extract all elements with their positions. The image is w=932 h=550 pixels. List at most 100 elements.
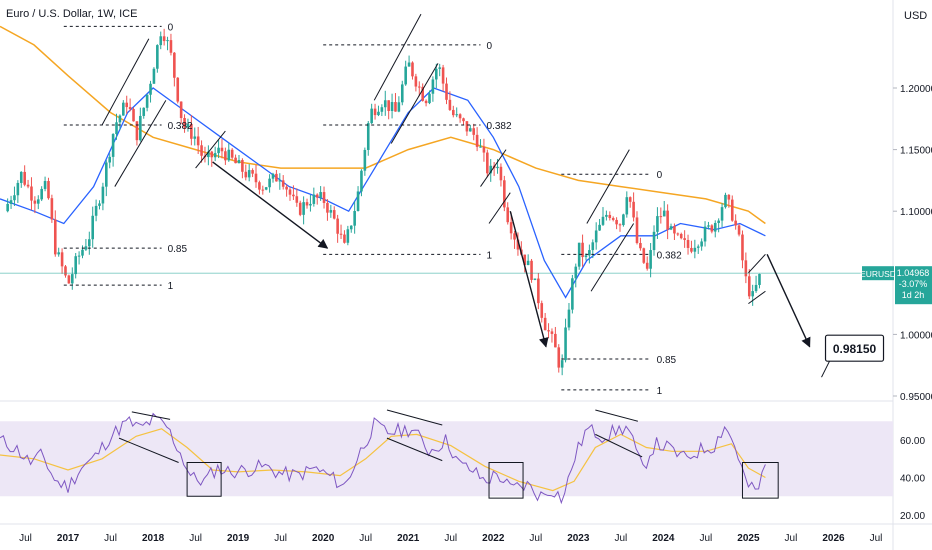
- candle-body: [349, 225, 353, 230]
- candle-body: [152, 68, 156, 84]
- candle-body: [115, 122, 118, 135]
- candle-body: [608, 214, 612, 219]
- candle-body: [724, 194, 727, 208]
- time-tick-label: Jul: [870, 533, 883, 544]
- candle-body: [506, 207, 510, 223]
- candle-body: [70, 274, 74, 284]
- ma200-line: [0, 25, 766, 225]
- candle-body: [642, 248, 646, 263]
- candle-body: [397, 102, 401, 112]
- rsi-annotation-box: [488, 462, 524, 499]
- chart-title: Euro / U.S. Dollar, 1W, ICE: [6, 8, 138, 20]
- trend-channel-line: [101, 38, 150, 126]
- time-tick-label: Jul: [189, 533, 202, 544]
- candle-body: [710, 225, 714, 232]
- candle-body: [577, 242, 581, 267]
- candle-body: [499, 166, 503, 181]
- candle-body: [315, 194, 319, 198]
- candle-body: [730, 199, 734, 221]
- candle-body: [591, 242, 595, 251]
- candle-body: [434, 68, 438, 80]
- candle-body: [662, 210, 666, 217]
- candle-body: [537, 278, 540, 304]
- candle-body: [496, 166, 499, 169]
- candle-body: [679, 233, 683, 239]
- candle-body: [635, 217, 639, 244]
- candle-body: [319, 192, 322, 198]
- candle-body: [288, 189, 292, 195]
- time-tick-label: 2019: [227, 533, 250, 544]
- candle-body: [156, 45, 159, 69]
- candle-body: [74, 256, 77, 275]
- candle-body: [125, 102, 129, 108]
- trend-channel-line: [373, 13, 422, 101]
- time-tick-label: Jul: [614, 533, 627, 544]
- ma50-line: [0, 87, 766, 299]
- candle-body: [261, 189, 265, 191]
- time-tick-label: 2023: [567, 533, 590, 544]
- price-tick-label: 1.10000: [900, 207, 932, 218]
- rsi-ma-line: [0, 428, 766, 492]
- candle-body: [285, 186, 288, 190]
- candle-body: [598, 224, 601, 231]
- candle-body: [162, 36, 166, 42]
- candle-body: [526, 260, 530, 266]
- candle-body: [669, 226, 673, 230]
- candle-body: [581, 242, 584, 258]
- candle-body: [33, 200, 37, 204]
- candle-body: [135, 121, 139, 141]
- candle-body: [13, 195, 16, 201]
- candle-body: [336, 218, 339, 234]
- candle-body: [673, 226, 676, 234]
- candle-body: [380, 107, 384, 112]
- candle-body: [186, 123, 190, 128]
- trend-channel-line: [488, 192, 511, 224]
- candle-body: [53, 219, 57, 255]
- candle-body: [258, 182, 261, 190]
- candle-body: [88, 239, 91, 247]
- candle-body: [173, 52, 176, 78]
- candle-body: [179, 101, 183, 119]
- candle-body: [169, 40, 173, 53]
- candle-body: [400, 84, 404, 103]
- candle-body: [758, 273, 761, 285]
- target-callout-box: [824, 334, 885, 362]
- candle-body: [278, 180, 282, 182]
- candle-body: [741, 234, 744, 261]
- candle-body: [363, 149, 367, 171]
- time-tick-label: 2025: [737, 533, 760, 544]
- candle-body: [217, 147, 220, 154]
- candle-body: [230, 149, 234, 158]
- candle-body: [683, 238, 686, 240]
- rsi-divergence-line: [595, 433, 643, 458]
- candle-body: [530, 260, 533, 280]
- price-tick-label: 0.95000: [900, 392, 932, 403]
- candle-body: [465, 121, 469, 132]
- candle-body: [224, 151, 227, 161]
- candle-body: [513, 233, 516, 240]
- rsi-divergence-line: [118, 437, 179, 463]
- candle-body: [118, 115, 122, 123]
- candle-body: [47, 181, 50, 199]
- candle-body: [275, 173, 278, 182]
- trend-channel-line: [480, 149, 507, 187]
- candle-body: [254, 173, 258, 183]
- candle-body: [618, 224, 622, 226]
- candle-body: [19, 171, 23, 183]
- candle-body: [251, 170, 254, 174]
- candle-body: [441, 67, 445, 84]
- candle-body: [676, 233, 680, 235]
- candle-body: [659, 216, 663, 218]
- candle-body: [625, 197, 629, 215]
- candle-body: [98, 203, 101, 206]
- candle-body: [23, 171, 26, 185]
- candle-body: [431, 79, 435, 94]
- candle-body: [700, 241, 703, 247]
- candle-body: [305, 202, 309, 206]
- price-tick-label: 1.00000: [900, 330, 932, 341]
- candle-body: [713, 222, 717, 232]
- candle-body: [737, 225, 741, 235]
- candle-body: [404, 66, 407, 85]
- trend-arrow: [212, 161, 329, 249]
